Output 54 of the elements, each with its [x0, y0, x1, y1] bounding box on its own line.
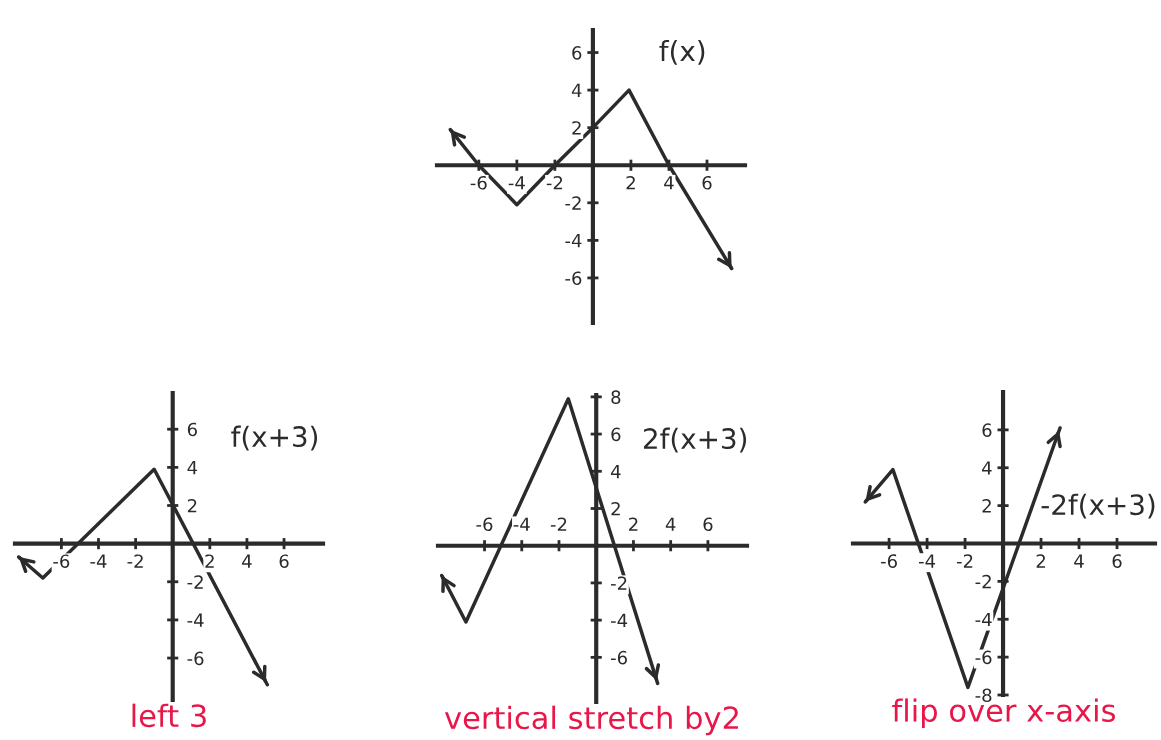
x-tick-label: -4	[508, 176, 525, 190]
y-tick-label: -4	[610, 613, 628, 627]
x-tick-label: 6	[703, 517, 713, 532]
x-tick-label: -2	[127, 554, 143, 568]
y-tick-label: -4	[975, 612, 992, 627]
x-tick-label: -4	[918, 554, 936, 568]
x-tick-label: -4	[513, 517, 530, 531]
y-tick-label: -6	[565, 271, 582, 286]
y-tick-label: -4	[565, 234, 582, 248]
x-tick-label: -4	[90, 554, 107, 568]
x-tick-label: 4	[664, 176, 674, 190]
x-tick-label: -2	[550, 517, 567, 531]
x-tick-label: -2	[956, 554, 973, 568]
chart-title: f(x)	[659, 40, 705, 65]
y-tick-label: 2	[982, 499, 991, 513]
y-tick-label: 2	[187, 498, 197, 513]
y-tick-label: 2	[572, 121, 581, 135]
y-tick-label: -4	[187, 613, 204, 627]
x-tick-label: 2	[629, 517, 638, 531]
y-tick-label: 6	[982, 423, 992, 437]
x-tick-label: 6	[1112, 554, 1122, 568]
y-tick-label: 6	[572, 46, 582, 60]
y-tick-label: 4	[982, 461, 992, 475]
y-tick-label: -6	[975, 650, 992, 665]
y-tick-label: -2	[610, 576, 627, 590]
y-tick-label: -6	[187, 651, 204, 666]
y-tick-label: 6	[611, 427, 621, 442]
y-tick-label: 4	[187, 461, 198, 475]
y-tick-label: 4	[571, 83, 582, 97]
y-tick-label: 8	[611, 390, 621, 404]
y-tick-label: -6	[610, 650, 627, 665]
text: -2f(x+3)	[1041, 493, 1155, 519]
x-tick-label: -6	[470, 175, 487, 190]
x-tick-label: -6	[476, 517, 493, 532]
x-tick-label: 2	[205, 554, 214, 568]
y-tick-label: -2	[565, 196, 581, 210]
text: 2f(x+3)	[643, 427, 747, 453]
y-tick-label: 6	[187, 422, 197, 437]
x-tick-label: 2	[1036, 554, 1045, 568]
x-tick-label: 4	[242, 554, 252, 568]
x-tick-label: -6	[53, 554, 70, 569]
y-tick-label: -2	[975, 574, 991, 589]
x-tick-label: -2	[546, 175, 563, 190]
x-tick-label: 4	[665, 517, 676, 531]
text: vertical stretch by2	[444, 705, 738, 736]
y-tick-label: 2	[611, 501, 620, 516]
x-tick-label: 4	[1074, 554, 1084, 568]
x-tick-label: -6	[880, 554, 897, 568]
x-tick-label: 6	[279, 554, 289, 569]
text: f(x+3)	[231, 425, 318, 451]
x-tick-label: 6	[702, 175, 712, 190]
text: left 3	[132, 703, 206, 728]
y-tick-label: 4	[610, 464, 621, 479]
y-tick-label: -2	[187, 575, 203, 589]
